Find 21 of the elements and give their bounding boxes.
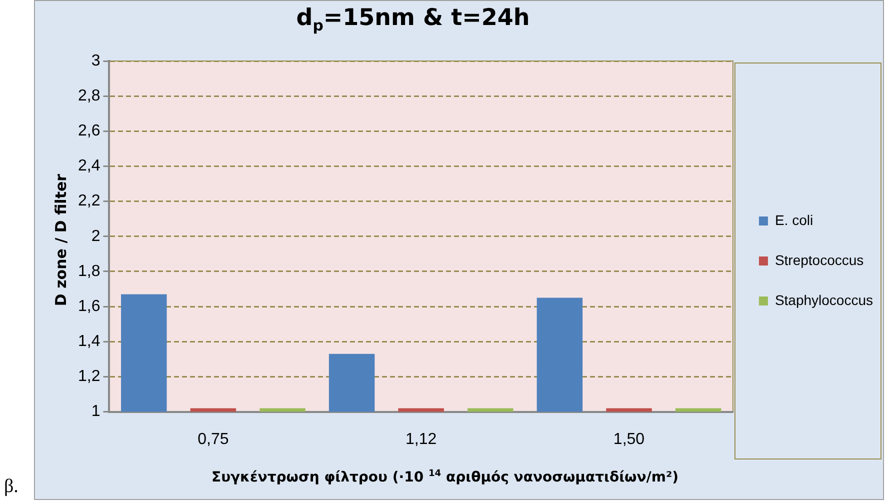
y-tick-label: 1 (91, 403, 100, 420)
chart-title: d$_{p}$=15nm & t=24h (295, 5, 531, 35)
y-tick-label: 1,4 (78, 333, 100, 350)
y-tick-label: 2,2 (78, 192, 100, 210)
legend-label: Streptococcus (774, 252, 864, 268)
y-tick-label: 2 (91, 228, 100, 245)
y-tick-label: 2,6 (78, 122, 100, 140)
legend-label: E. coli (774, 212, 814, 228)
text: β. (4, 476, 18, 498)
x-tick-label: 1,50 (613, 430, 645, 448)
y-tick-label: 2,4 (78, 158, 100, 175)
legend-label: Staphylococcus (774, 292, 874, 308)
x-axis-title: Συγκέντρωση φίλτρου (·10 $^{14}$ αριθμός νανοσωματιδίων/m²) (210, 469, 680, 486)
y-tick-label: 1,6 (78, 298, 100, 315)
y-tick-label: 1,8 (78, 262, 100, 280)
y-tick-label: 1,2 (78, 368, 100, 386)
y-tick-label: 3 (91, 52, 100, 70)
y-axis-title: D zone / D filter (52, 172, 70, 308)
y-tick-label: 2,8 (78, 87, 100, 104)
x-tick-label: 1,12 (406, 430, 437, 448)
x-tick-label: 0,75 (198, 430, 229, 448)
